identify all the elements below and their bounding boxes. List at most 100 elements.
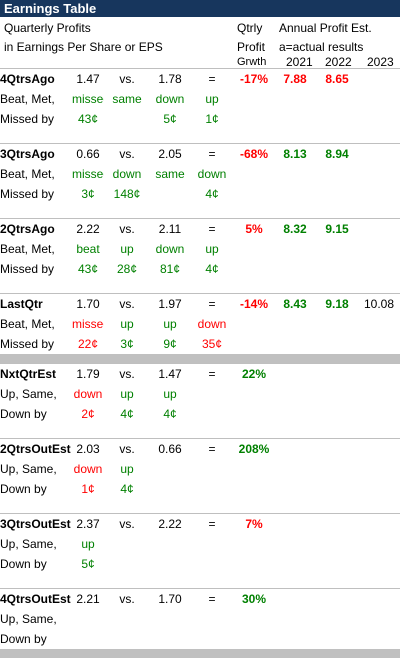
equals-sign: =	[190, 218, 234, 239]
period-label: LastQtr	[0, 293, 72, 314]
detail-value	[72, 609, 104, 629]
header-actual-note: a=actual results	[279, 40, 364, 54]
empty-cell	[234, 259, 274, 279]
growth-pct: 30%	[234, 588, 274, 609]
empty-cell	[234, 239, 274, 259]
block-gap	[0, 204, 400, 219]
empty-cell	[274, 334, 316, 354]
detail-value	[104, 629, 150, 649]
empty-cell	[358, 184, 400, 204]
detail-value	[150, 459, 190, 479]
detail-value: down	[197, 167, 227, 181]
block-detail-row: Missed by 43¢ 28¢ 81¢ 4¢	[0, 259, 400, 279]
eps-actual: 1.47	[72, 68, 104, 89]
empty-cell	[274, 479, 316, 499]
gap-cell	[0, 129, 400, 144]
block-detail-row: Down by 1¢ 4¢	[0, 479, 400, 499]
empty-cell	[234, 384, 274, 404]
block-detail-row: Missed by 43¢ 5¢ 1¢	[0, 109, 400, 129]
equals-sign: =	[190, 363, 234, 384]
detail-value: 28¢	[116, 262, 138, 276]
empty-cell	[274, 384, 316, 404]
block-detail-row: Beat, Met, beat up down up	[0, 239, 400, 259]
estimate-2023: 10.08	[358, 293, 400, 314]
empty-cell	[274, 629, 316, 649]
row-caption: Up, Same,	[0, 537, 57, 551]
header-year-2022: 2022	[325, 55, 352, 69]
empty-cell	[274, 259, 316, 279]
empty-cell	[358, 164, 400, 184]
header-annual: Annual Profit Est.	[279, 21, 372, 35]
block-detail-row: Down by	[0, 629, 400, 649]
gap-cell	[0, 574, 400, 589]
empty-cell	[316, 459, 358, 479]
empty-cell	[190, 554, 234, 574]
detail-value	[150, 534, 190, 554]
period-label: 3QtrsOutEst	[0, 513, 72, 534]
empty-cell	[190, 479, 234, 499]
detail-value	[150, 629, 190, 649]
detail-value	[150, 184, 190, 204]
empty-cell	[358, 259, 400, 279]
empty-cell	[358, 109, 400, 129]
empty-cell	[274, 164, 316, 184]
detail-value: same	[112, 92, 142, 106]
detail-value: 81¢	[159, 262, 181, 276]
block-gap	[0, 499, 400, 514]
detail-value: down	[73, 387, 103, 401]
separator-cell	[0, 649, 400, 658]
empty-cell	[274, 239, 316, 259]
detail-value: 2¢	[81, 407, 95, 421]
detail-value: up	[205, 92, 219, 106]
empty-cell	[274, 404, 316, 424]
empty-cell	[316, 629, 358, 649]
empty-cell	[234, 184, 274, 204]
bottom-separator	[0, 649, 400, 658]
block-gap	[0, 279, 400, 294]
header-profit: Profit	[237, 40, 266, 54]
empty-cell	[234, 554, 274, 574]
detail-value: up	[81, 537, 95, 551]
block-gap	[0, 424, 400, 439]
empty-cell	[358, 334, 400, 354]
header-year-2021: 2021	[286, 55, 313, 69]
eps-actual: 1.70	[72, 293, 104, 314]
separator-cell	[0, 354, 400, 364]
section-separator	[0, 354, 400, 364]
block-detail-row: Up, Same, down up up	[0, 384, 400, 404]
header-year-2023: 2023	[367, 55, 394, 69]
empty-cell	[190, 629, 234, 649]
equals-sign: =	[190, 438, 234, 459]
block-main-row: 3QtrsAgo 0.66 vs. 2.05 = -68% 8.13 8.94	[0, 143, 400, 164]
empty-cell	[358, 89, 400, 109]
block-main-row: LastQtr 1.70 vs. 1.97 = -14% 8.43 9.18 10.08	[0, 293, 400, 314]
period-label: NxtQtrEst	[0, 363, 72, 384]
detail-value: 43¢	[77, 112, 99, 126]
detail-value: 4¢	[205, 262, 219, 276]
gap-cell	[0, 279, 400, 294]
detail-value: down	[197, 317, 227, 331]
empty-cell	[316, 89, 358, 109]
estimate-2021: 8.43	[274, 293, 316, 314]
equals-sign: =	[190, 68, 234, 89]
growth-pct: 208%	[234, 438, 274, 459]
period-label: 2QtrsAgo	[0, 218, 72, 239]
header-line2: in Earnings Per Share or EPS	[4, 40, 163, 54]
eps-actual: 2.22	[72, 218, 104, 239]
empty-cell	[316, 334, 358, 354]
empty-cell	[274, 534, 316, 554]
detail-value	[104, 109, 150, 129]
empty-cell	[234, 314, 274, 334]
detail-value	[150, 554, 190, 574]
eps-compare: 1.78	[150, 68, 190, 89]
growth-pct: -14%	[234, 293, 274, 314]
detail-value: down	[155, 92, 185, 106]
detail-value: 4¢	[120, 407, 134, 421]
detail-value: 22¢	[77, 337, 99, 351]
empty-cell	[190, 404, 234, 424]
estimate-2021: 8.32	[274, 218, 316, 239]
empty-cell	[358, 609, 400, 629]
